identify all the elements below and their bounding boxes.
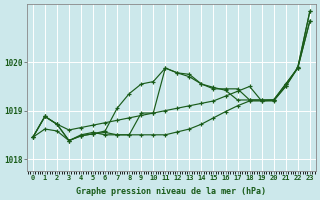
X-axis label: Graphe pression niveau de la mer (hPa): Graphe pression niveau de la mer (hPa) (76, 187, 266, 196)
